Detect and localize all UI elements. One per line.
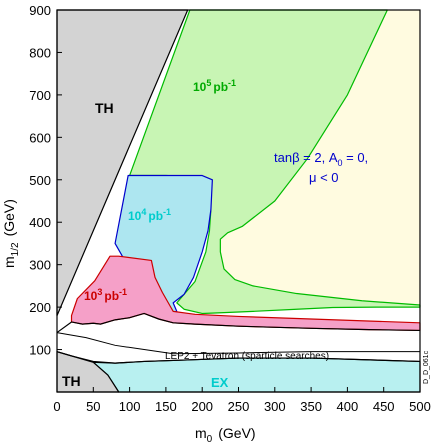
y-tick-label: 200 <box>29 300 51 315</box>
params-line1: tanβ = 2, A0 = 0, <box>274 150 368 168</box>
th-lower-label: TH <box>62 373 81 389</box>
sigma-1e5-label: 105 pb-1 <box>193 78 236 94</box>
ex-label: EX <box>211 375 229 390</box>
x-axis-ticks: 0 50 100 150 200 250 300 350 400 450 500 <box>53 387 431 414</box>
lep2-upper-line <box>56 312 421 334</box>
th-label: TH <box>95 100 114 116</box>
y-tick-label: 100 <box>29 343 51 358</box>
y-axis-ticks: 100 200 300 400 500 600 700 800 900 <box>29 3 62 358</box>
x-tick-label: 50 <box>86 399 100 414</box>
x-tick-label: 200 <box>191 399 213 414</box>
params-line2: μ < 0 <box>309 170 339 185</box>
plot-code: D_D_061c <box>423 350 430 384</box>
y-tick-label: 300 <box>29 258 51 273</box>
x-tick-label: 150 <box>155 399 177 414</box>
x-tick-label: 350 <box>300 399 322 414</box>
x-tick-label: 500 <box>409 399 431 414</box>
y-tick-label: 900 <box>29 3 51 18</box>
boundary-lines <box>56 312 421 364</box>
sigma-1e4-label: 104 pb-1 <box>128 207 171 223</box>
x-tick-label: 100 <box>119 399 141 414</box>
y-tick-label: 600 <box>29 130 51 145</box>
lep2-mid-line <box>56 332 420 355</box>
lep2-lower-line <box>56 351 421 364</box>
x-tick-label: 400 <box>337 399 359 414</box>
plot-regions <box>56 9 421 393</box>
x-tick-label: 450 <box>373 399 395 414</box>
sigma-1e3-label: 103 pb-1 <box>84 287 127 303</box>
x-axis-label: m0 (GeV) <box>195 425 256 445</box>
x-tick-label: 250 <box>228 399 250 414</box>
x-tick-label: 300 <box>264 399 286 414</box>
lep2-label: LEP2 + Tevatron (sparticle searches) <box>165 351 329 362</box>
y-tick-label: 500 <box>29 173 51 188</box>
y-tick-label: 400 <box>29 215 51 230</box>
x-tick-label: 0 <box>53 399 60 414</box>
y-tick-label: 700 <box>29 88 51 103</box>
y-axis-label: m1/2(GeV) <box>1 199 21 268</box>
y-tick-label: 800 <box>29 45 51 60</box>
region-tan-region <box>187 10 420 305</box>
